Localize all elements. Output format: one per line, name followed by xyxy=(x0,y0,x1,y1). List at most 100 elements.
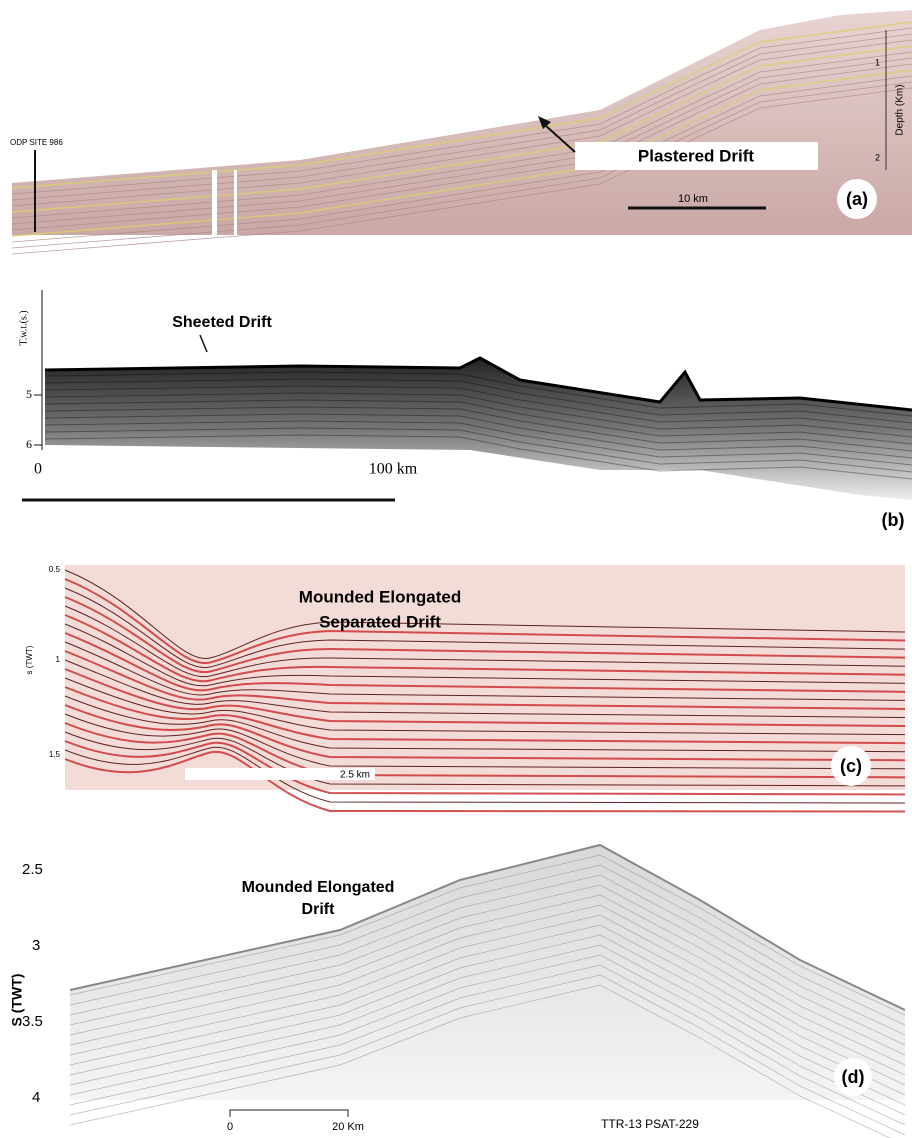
reflector xyxy=(69,874,906,1036)
axis-label: s (TWT) xyxy=(25,645,34,674)
y-tick-label: 3.5 xyxy=(22,1013,43,1030)
gap xyxy=(212,170,217,235)
scale-bar xyxy=(185,768,375,780)
y-tick-label: 0.5 xyxy=(49,565,61,574)
reflector xyxy=(44,399,912,445)
axis-label: T.w.t.(s.) xyxy=(18,310,29,345)
label-circle xyxy=(837,179,877,219)
reflector xyxy=(11,39,912,207)
drift-label: Mounded Elongated xyxy=(299,587,461,606)
reflector xyxy=(44,427,912,473)
reflector xyxy=(69,904,906,1066)
reflector xyxy=(44,385,912,431)
panel-label: (a) xyxy=(846,189,868,209)
reflector xyxy=(44,392,912,438)
panel-label: (c) xyxy=(840,756,862,776)
y-tick-label: 1.5 xyxy=(49,750,61,759)
reflector xyxy=(64,713,906,770)
reflector xyxy=(64,578,906,664)
reflector xyxy=(69,974,906,1136)
scale-label: 20 Km xyxy=(332,1121,364,1133)
seismic-profile xyxy=(70,845,905,1100)
drift-label: Mounded Elongated xyxy=(242,879,395,896)
panel-d: 2.5 3 3.5 4 S (TWT) Mounded Elongated Dr… xyxy=(9,843,906,1138)
reflector xyxy=(64,587,906,669)
reflector xyxy=(11,45,912,213)
reflector xyxy=(64,686,906,745)
reflector xyxy=(64,750,906,813)
reflector xyxy=(44,371,912,417)
reflector xyxy=(69,924,906,1086)
gap xyxy=(234,170,237,235)
reflector xyxy=(11,57,912,225)
scale-label: 10 km xyxy=(678,193,708,205)
reflector xyxy=(64,659,906,718)
panel-label: (d) xyxy=(842,1067,865,1087)
reflector xyxy=(64,569,906,659)
reflector xyxy=(69,984,891,1138)
reflector xyxy=(69,894,906,1056)
y-tick-label: 1 xyxy=(56,655,61,664)
reflector xyxy=(44,413,912,459)
reflector xyxy=(11,63,912,231)
label-box xyxy=(575,142,818,170)
line-id: TTR-13 PSAT-229 xyxy=(601,1117,699,1131)
site-label: ODP SITE 986 xyxy=(10,138,63,147)
drift-label: Drift xyxy=(302,901,336,918)
reflector xyxy=(44,420,912,466)
axis-label: S (TWT) xyxy=(9,974,25,1027)
reflector xyxy=(11,51,912,219)
depth-tick: 1 xyxy=(875,57,880,67)
reflector xyxy=(69,884,906,1046)
arrowhead xyxy=(538,116,551,129)
reflector xyxy=(69,964,906,1126)
reflector xyxy=(11,33,912,201)
reflector xyxy=(64,704,906,762)
panel-b: 5 6 T.w.t.(s.) Sheeted Drift 0 100 km (b… xyxy=(18,290,912,530)
scale-bar xyxy=(229,1109,349,1117)
reflector xyxy=(11,27,912,195)
reflector xyxy=(64,641,906,701)
arrow xyxy=(544,124,576,153)
label-circle xyxy=(831,746,871,786)
scale-start: 0 xyxy=(227,1121,233,1133)
axis-label: Depth (Km) xyxy=(895,84,906,135)
drift-label: Separated Drift xyxy=(319,612,441,631)
reflector xyxy=(64,605,906,678)
reflector xyxy=(44,406,912,452)
reflector xyxy=(69,954,906,1116)
reflector xyxy=(64,722,906,779)
y-tick-label: 4 xyxy=(32,1089,40,1106)
reflector xyxy=(69,854,906,1016)
depth-tick: 2 xyxy=(875,152,880,162)
reflector xyxy=(64,650,906,710)
reflector xyxy=(64,614,906,683)
reflector xyxy=(64,668,906,728)
reflector xyxy=(69,914,906,1076)
reflector xyxy=(64,632,906,693)
reflector xyxy=(64,623,906,687)
y-tick-label: 2.5 xyxy=(22,861,43,878)
scale-start: 0 xyxy=(34,461,42,478)
reflector xyxy=(69,934,906,1096)
seismic-profile xyxy=(45,358,912,500)
reflector xyxy=(64,695,906,753)
reflector xyxy=(44,378,912,424)
label-circle xyxy=(834,1058,872,1096)
panel-a: ODP SITE 986 Plastered Drift 10 km (a) 1… xyxy=(10,10,912,255)
arrow xyxy=(199,334,208,353)
drift-label: Plastered Drift xyxy=(638,146,755,165)
drift-label: Sheeted Drift xyxy=(172,314,272,331)
reflector xyxy=(44,434,912,480)
reflector xyxy=(69,944,906,1106)
reflector xyxy=(11,21,912,189)
reflector xyxy=(64,677,906,736)
panel-label: (b) xyxy=(882,510,905,530)
seafloor xyxy=(44,356,912,412)
seafloor xyxy=(69,843,906,1011)
reflector xyxy=(64,596,906,674)
y-tick-label: 6 xyxy=(26,437,32,451)
scale-label: 2.5 km xyxy=(340,770,370,781)
y-tick-label: 5 xyxy=(26,387,32,401)
